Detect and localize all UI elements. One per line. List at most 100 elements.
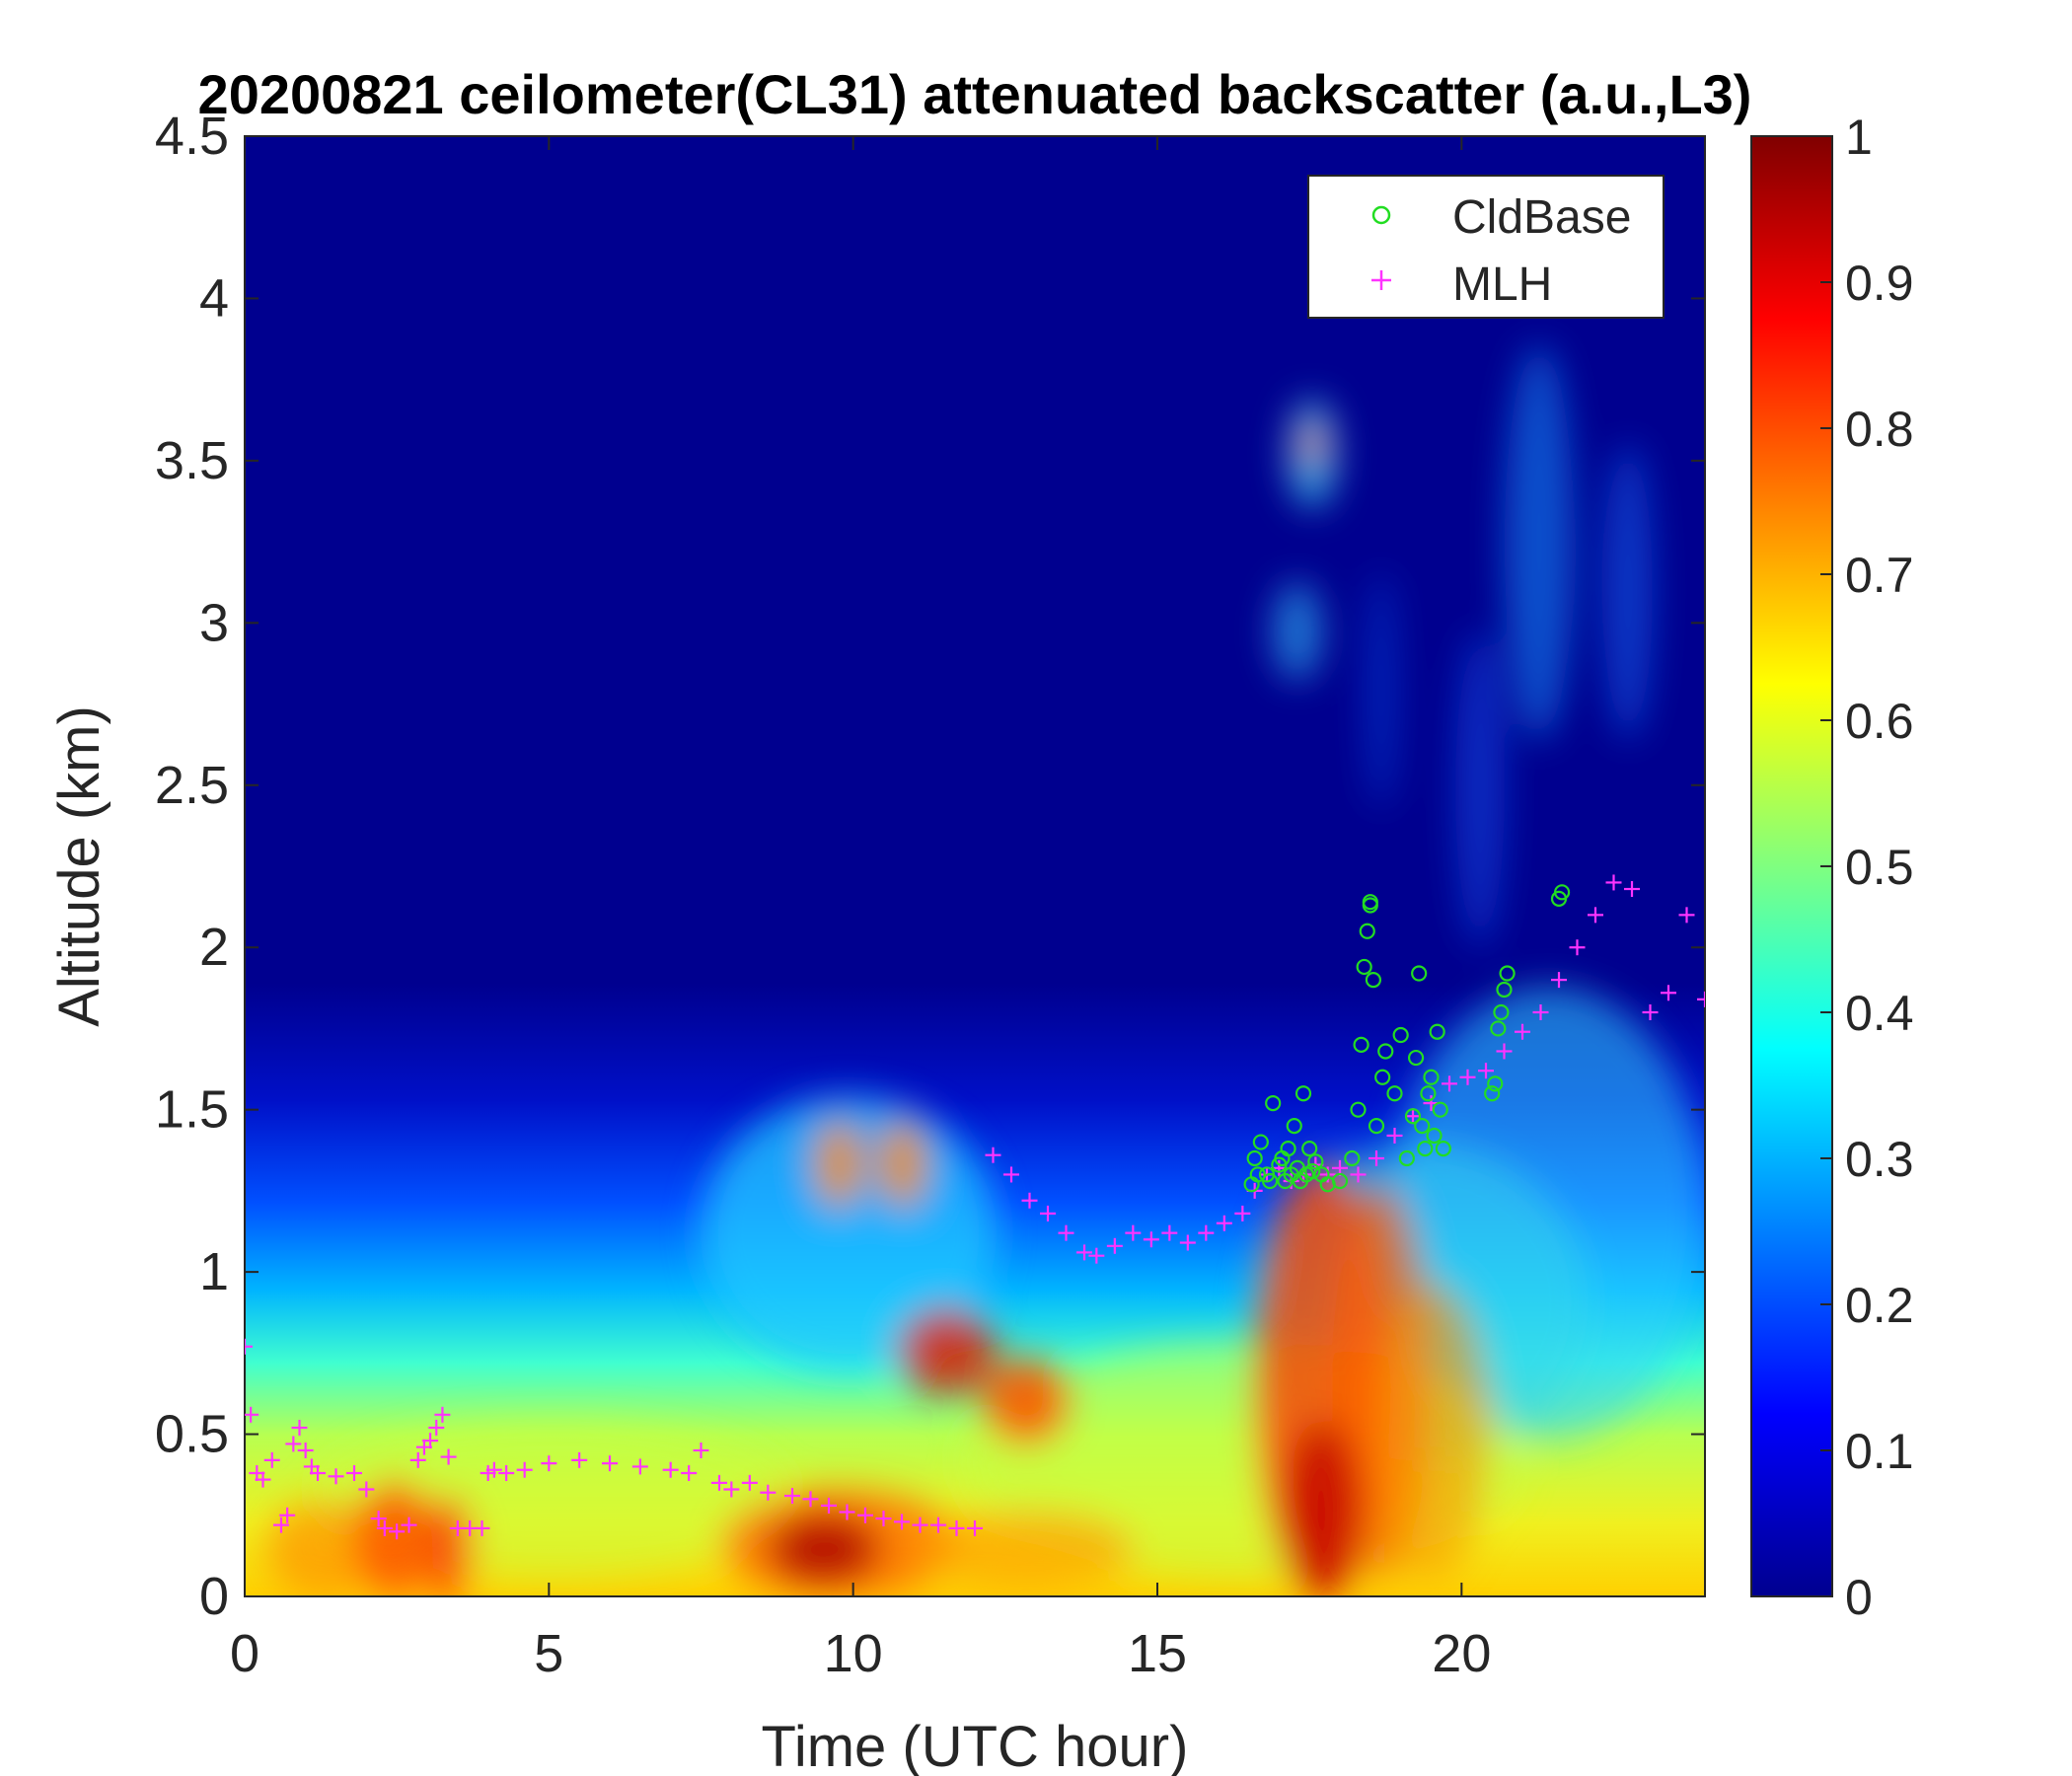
- point-mlh-18: [401, 1517, 417, 1533]
- point-mlh-9: [297, 1443, 314, 1458]
- point-mlh-63: [1143, 1231, 1159, 1248]
- point-mlh-15: [370, 1511, 387, 1527]
- point-cldbase-10: [1280, 1141, 1296, 1157]
- point-cldbase-30: [1365, 972, 1382, 989]
- point-mlh-50: [912, 1517, 928, 1533]
- point-cldbase-29: [1362, 894, 1378, 911]
- x-axis: 0 5 10 15 20: [230, 136, 1491, 1683]
- point-mlh-12: [328, 1468, 344, 1485]
- point-mlh-30: [498, 1465, 515, 1482]
- point-mlh-29: [485, 1461, 502, 1478]
- colorbar-tick-label-3: 0.3: [1845, 1132, 1914, 1187]
- x-tick-label-1: 5: [534, 1624, 563, 1683]
- legend-marker-cldbase: [1371, 205, 1391, 225]
- y-tick-label-8: 4: [199, 268, 229, 328]
- point-mlh-39: [711, 1474, 727, 1491]
- point-mlh-80: [1405, 1108, 1421, 1125]
- point-mlh-57: [1040, 1205, 1056, 1221]
- point-mlh-66: [1198, 1224, 1215, 1241]
- point-mlh-42: [760, 1484, 777, 1501]
- point-mlh-54: [985, 1147, 1001, 1163]
- colorbar-tick-label-10: 1: [1845, 110, 1873, 165]
- y-tick-label-9: 4.5: [155, 107, 229, 166]
- point-mlh-65: [1179, 1234, 1196, 1251]
- legend-box: [1307, 175, 1665, 319]
- point-mlh-60: [1088, 1247, 1105, 1264]
- colorbar-tick-label-6: 0.6: [1845, 694, 1914, 749]
- y-tick-label-6: 3: [199, 593, 229, 652]
- point-mlh-5: [273, 1517, 289, 1533]
- point-cldbase-23: [1344, 1149, 1361, 1167]
- point-mlh-52: [948, 1519, 965, 1536]
- colorbar-tick-label-0: 0: [1845, 1570, 1873, 1625]
- point-mlh-89: [1569, 939, 1586, 956]
- point-mlh-19: [409, 1451, 426, 1468]
- colorbar-tick-label-9: 0.9: [1845, 256, 1914, 311]
- y-axis: 0 0.5 1 1.5 2 2.5 3 3.5 4 4.5: [155, 107, 1705, 1626]
- y-axis-label: Altitude (km): [47, 705, 111, 1027]
- point-cldbase-37: [1404, 1108, 1422, 1125]
- point-cldbase-51: [1493, 1003, 1510, 1021]
- point-mlh-67: [1216, 1215, 1232, 1231]
- point-cldbase-15: [1295, 1085, 1312, 1102]
- point-cldbase-52: [1496, 981, 1513, 999]
- point-mlh-31: [516, 1461, 533, 1478]
- point-cldbase-47: [1435, 1141, 1451, 1157]
- point-mlh-4: [263, 1451, 280, 1468]
- x-tick-label-4: 20: [1432, 1624, 1491, 1683]
- legend-marker-mlh: [1371, 270, 1391, 290]
- point-mlh-83: [1459, 1069, 1476, 1085]
- point-mlh-79: [1386, 1127, 1403, 1144]
- point-mlh-23: [434, 1406, 451, 1423]
- colorbar-tick-label-1: 0.1: [1845, 1424, 1914, 1479]
- point-mlh-62: [1125, 1224, 1142, 1241]
- point-mlh-46: [839, 1504, 855, 1520]
- point-cldbase-3: [1252, 1134, 1269, 1150]
- point-mlh-84: [1478, 1063, 1494, 1079]
- point-mlh-27: [474, 1519, 490, 1536]
- legend: CldBase MLH: [1307, 175, 1665, 319]
- y-tick-label-0: 0: [199, 1567, 229, 1626]
- point-cldbase-33: [1377, 1043, 1394, 1060]
- colorbar-tick-label-2: 0.2: [1845, 1278, 1914, 1333]
- point-mlh-33: [571, 1451, 588, 1468]
- point-mlh-85: [1496, 1043, 1513, 1060]
- colorbar-tick-label-7: 0.7: [1845, 548, 1914, 603]
- point-cldbase-19: [1307, 1153, 1324, 1170]
- point-mlh-0: [245, 1338, 253, 1355]
- point-mlh-49: [894, 1514, 910, 1530]
- point-cldbase-12: [1286, 1118, 1302, 1135]
- point-cldbase-40: [1414, 1118, 1431, 1135]
- y-tick-label-5: 2.5: [155, 756, 229, 815]
- point-cldbase-2: [1249, 1166, 1266, 1183]
- point-mlh-94: [1661, 985, 1676, 1001]
- point-cldbase-18: [1304, 1163, 1321, 1180]
- point-mlh-14: [358, 1481, 375, 1498]
- colorbar-tick-label-5: 0.5: [1845, 840, 1914, 895]
- point-mlh-87: [1532, 1004, 1549, 1020]
- x-tick-label-3: 15: [1128, 1624, 1187, 1683]
- point-mlh-88: [1551, 972, 1567, 989]
- colorbar-gradient: [1750, 135, 1833, 1597]
- point-mlh-34: [602, 1455, 618, 1472]
- point-mlh-21: [422, 1433, 439, 1449]
- point-cldbase-26: [1356, 958, 1372, 976]
- point-mlh-68: [1234, 1205, 1251, 1221]
- point-cldbase-46: [1432, 1101, 1448, 1118]
- point-mlh-96: [1697, 991, 1705, 1007]
- backscatter-heatmap: [245, 136, 1705, 1596]
- point-mlh-47: [857, 1507, 873, 1523]
- point-mlh-36: [662, 1461, 679, 1478]
- x-tick-label-0: 0: [230, 1624, 259, 1683]
- point-mlh-45: [821, 1497, 837, 1514]
- point-mlh-37: [681, 1465, 698, 1482]
- legend-label-mlh: MLH: [1452, 259, 1552, 311]
- point-mlh-32: [541, 1455, 557, 1472]
- point-mlh-51: [930, 1517, 946, 1533]
- point-mlh-41: [741, 1474, 758, 1491]
- point-mlh-38: [693, 1443, 709, 1458]
- legend-label-cldbase: CldBase: [1452, 191, 1631, 244]
- point-cldbase-32: [1374, 1069, 1391, 1085]
- point-cldbase-27: [1359, 923, 1375, 939]
